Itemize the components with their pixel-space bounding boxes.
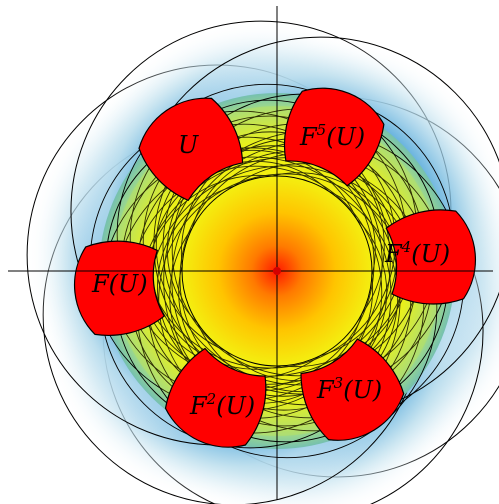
iterate-region-1	[283, 87, 385, 187]
label-F2U: F2(U)	[189, 390, 255, 420]
iterate-region-5	[300, 338, 405, 441]
iterate-regions	[73, 87, 477, 448]
origin-point	[273, 267, 281, 275]
iterate-region-4	[164, 347, 267, 448]
label-F3U: F3(U)	[316, 374, 382, 404]
label-F5U: F5(U)	[299, 121, 365, 151]
label-FU: F(U)	[91, 270, 148, 298]
iterate-region-2	[385, 209, 477, 305]
iterate-region-0	[138, 97, 244, 202]
label-F4U: F4(U)	[384, 238, 450, 268]
iterate-region-3	[73, 240, 166, 337]
label-U: U	[178, 131, 199, 159]
